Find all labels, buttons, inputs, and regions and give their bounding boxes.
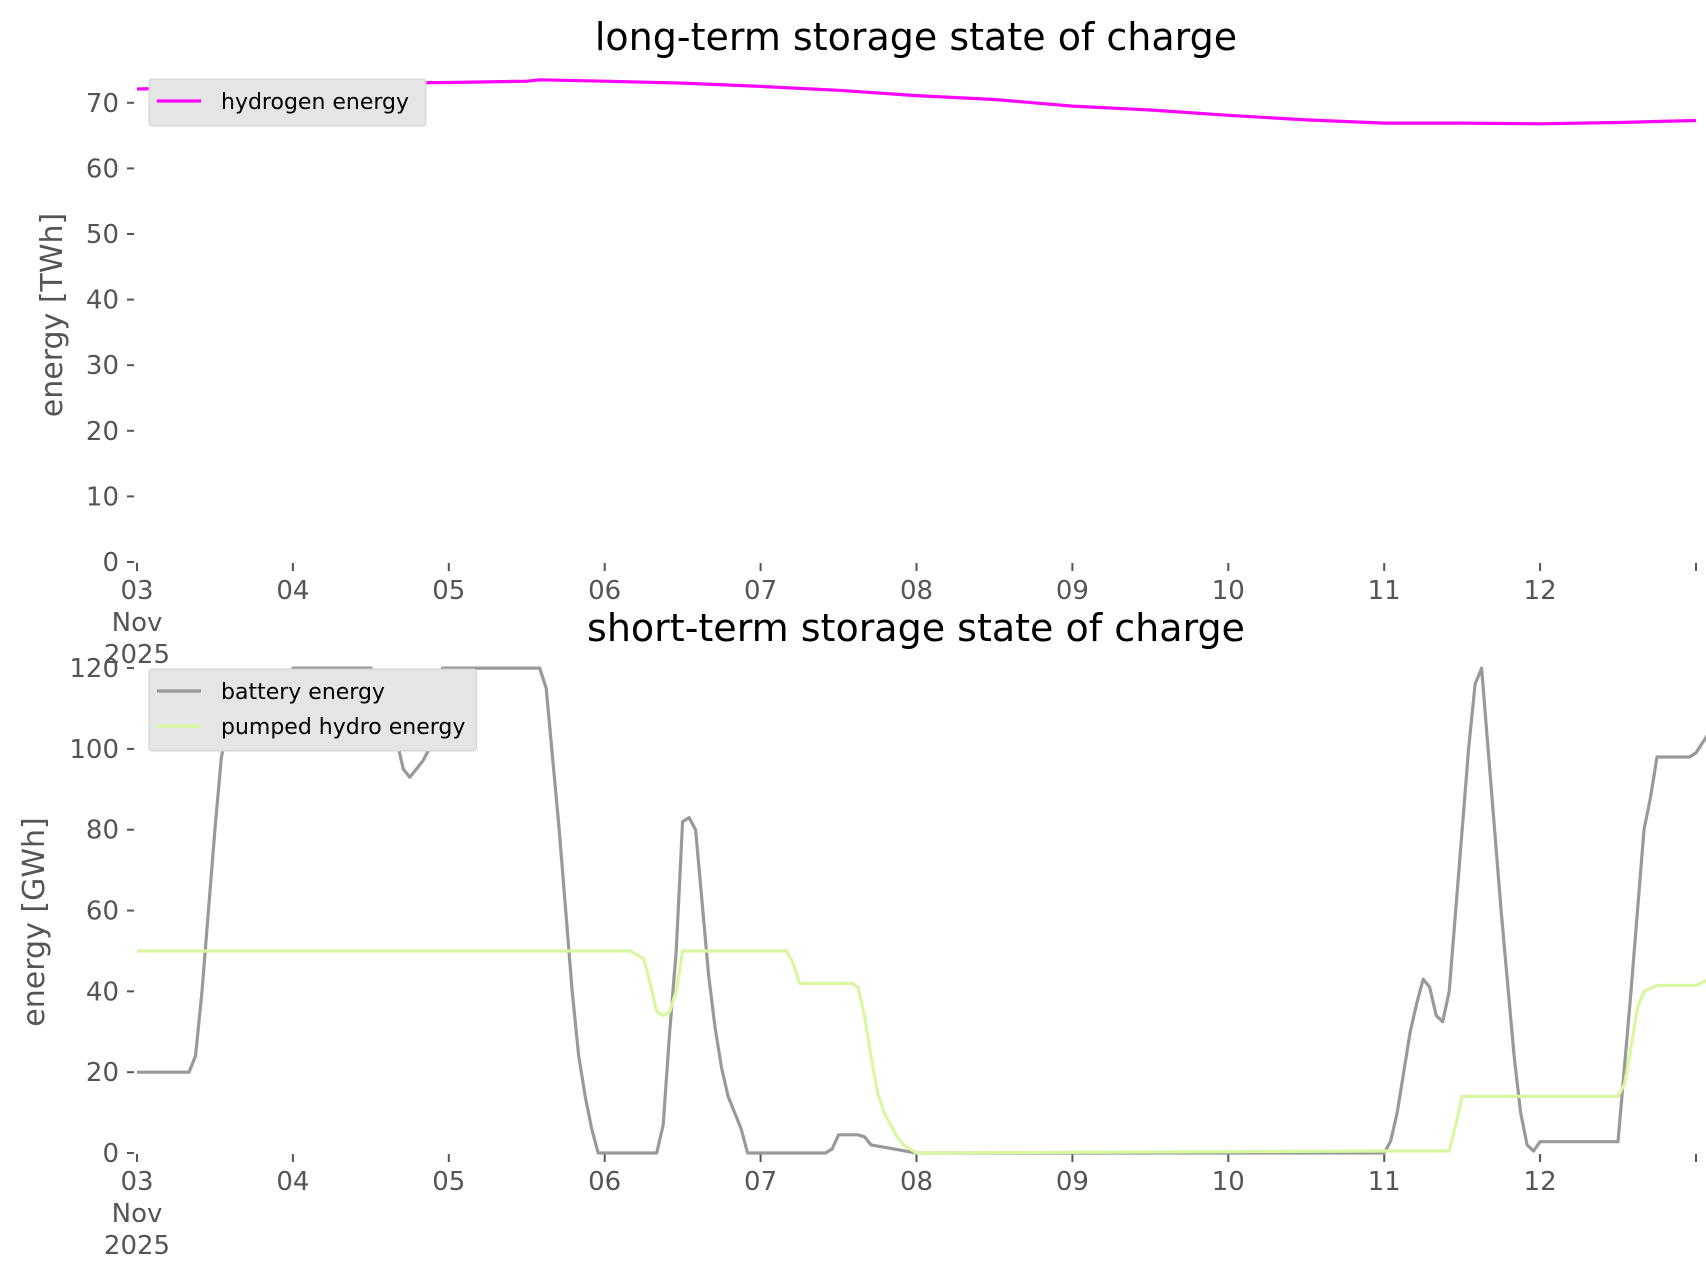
- x-tick-label: 04: [276, 1167, 309, 1197]
- y-tick-label: 40: [86, 286, 119, 316]
- x-tick-label: 07: [744, 576, 777, 606]
- y-axis-label: energy [TWh]: [35, 213, 70, 417]
- legend: battery energy pumped hydro energy: [148, 668, 477, 752]
- x-tick-label: 10: [1212, 576, 1245, 606]
- y-ticks: 0 10 20 30 40 50 60 70: [86, 89, 134, 578]
- y-tick-label: 20: [86, 417, 119, 447]
- x-tick-label: 05: [432, 576, 465, 606]
- y-tick-label: 50: [86, 220, 119, 250]
- x-tick-label: 12: [1524, 1167, 1557, 1197]
- y-axis-label: energy [GWh]: [17, 817, 52, 1026]
- y-tick-label: 0: [102, 1139, 119, 1169]
- chart-title: short-term storage state of charge: [587, 606, 1245, 650]
- legend-label: battery energy: [221, 680, 385, 705]
- x-tick-label: 10: [1212, 1167, 1245, 1197]
- x-tick-label: 08: [900, 576, 933, 606]
- y-tick-label: 40: [86, 977, 119, 1007]
- x-tick-label: 09: [1056, 576, 1089, 606]
- x-tick-label: 12: [1524, 576, 1557, 606]
- x-tick-label: 09: [1056, 1167, 1089, 1197]
- chart-long-term: long-term storage state of charge energy…: [35, 15, 1697, 670]
- legend-label: pumped hydro energy: [221, 715, 465, 740]
- series-lines: [137, 666, 1706, 1155]
- y-tick-label: 80: [86, 816, 119, 846]
- x-ticks: 03 Nov 2025 04 05 06 07 08 09 10 11 12: [104, 563, 1697, 670]
- y-tick-label: 10: [86, 482, 119, 512]
- y-tick-label: 30: [86, 351, 119, 381]
- legend-label: hydrogen energy: [221, 90, 409, 115]
- x-tick-label: 05: [432, 1167, 465, 1197]
- chart-short-term: short-term storage state of charge energ…: [17, 606, 1706, 1261]
- legend: hydrogen energy: [148, 78, 427, 127]
- y-tick-label: 70: [86, 89, 119, 119]
- y-ticks: 0 20 40 60 80 100 120: [69, 654, 134, 1169]
- series-line: [137, 949, 1706, 1155]
- x-tick-label: 03 Nov 2025: [104, 576, 170, 670]
- x-tick-label: 11: [1368, 1167, 1401, 1197]
- series-line: [137, 666, 1706, 1155]
- y-tick-label: 120: [69, 654, 119, 684]
- y-tick-label: 60: [86, 897, 119, 927]
- x-tick-label: 11: [1368, 576, 1401, 606]
- x-tick-label: 08: [900, 1167, 933, 1197]
- x-tick-label: 07: [744, 1167, 777, 1197]
- x-ticks: 03 Nov 2025 04 05 06 07 08 09 10 11 12: [104, 1154, 1697, 1261]
- y-tick-label: 60: [86, 154, 119, 184]
- series-lines: [136, 78, 1697, 126]
- legend-box: [148, 668, 477, 752]
- series-line: [136, 78, 1697, 126]
- y-tick-label: 20: [86, 1058, 119, 1088]
- x-tick-label: 06: [588, 1167, 621, 1197]
- legend-box: [148, 78, 427, 127]
- x-tick-label: 04: [276, 576, 309, 606]
- y-tick-label: 100: [69, 735, 119, 765]
- x-tick-label: 06: [588, 576, 621, 606]
- y-tick-label: 0: [102, 548, 119, 578]
- chart-title: long-term storage state of charge: [595, 15, 1237, 59]
- x-tick-label: 03 Nov 2025: [104, 1167, 170, 1261]
